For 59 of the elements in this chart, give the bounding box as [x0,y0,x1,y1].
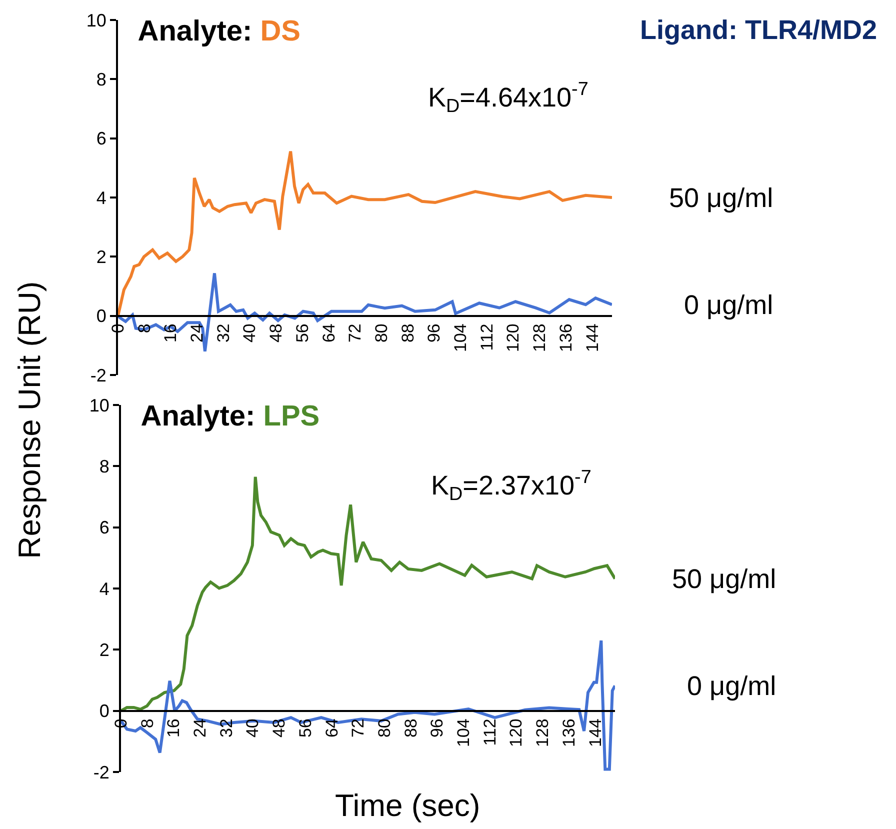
x-tick-label: 128 [533,718,552,748]
x-tick-label: 24 [190,718,210,738]
chart-title: Analyte: DS [138,15,301,48]
y-tick-label: 10 [89,395,110,416]
x-tick-label: 40 [243,718,262,738]
y-tick-label: 2 [96,246,106,267]
x-tick-label: 112 [480,718,500,746]
x-axis-title: Time (sec) [335,788,480,823]
x-tick-label: 136 [556,324,576,352]
text: Ligand: TLR4/MD2 [640,15,877,45]
x-tick-label: 56 [292,324,312,343]
text: K$_{D}$=4.64x10$^{-7}$ [428,79,588,118]
x-tick-label: 120 [504,324,523,352]
text: 0 μg/ml [684,290,774,320]
x-tick-label: 48 [266,324,286,343]
x-tick-label: 16 [164,718,184,738]
y-tick-label: 6 [99,518,110,538]
x-tick-label: 96 [424,324,444,343]
y-tick-label: 2 [99,640,110,660]
text: 50 μg/ml [669,183,774,213]
x-tick-label: 136 [559,718,578,748]
chart-title: Analyte: LPS [140,400,320,432]
x-tick-label: 72 [346,324,365,343]
x-tick-label: 56 [296,718,315,738]
x-tick-label: 8 [138,718,157,728]
y-tick-label: 8 [96,69,106,90]
x-tick-label: 32 [214,324,233,343]
y-tick-label: 4 [96,188,106,208]
text: 50 μg/ml [672,564,776,594]
y-axis-title: Response Unit (RU) [12,281,48,559]
x-tick-label: 72 [348,718,368,738]
x-tick-label: 88 [398,324,418,343]
x-tick-label: 24 [188,324,207,343]
x-tick-label: 144 [586,718,605,748]
x-tick-label: 144 [582,324,602,352]
text: K$_{D}$=2.37x10$^{-7}$ [431,467,592,506]
y-tick-label: -2 [93,762,110,782]
x-tick-label: 64 [319,324,338,343]
x-tick-label: 80 [374,718,394,738]
x-tick-label: 104 [454,718,474,748]
y-tick-label: 8 [99,456,110,476]
y-tick-label: -2 [90,365,106,386]
x-tick-label: 16 [161,324,180,343]
x-tick-label: 120 [506,718,526,748]
y-tick-label: 4 [99,578,110,599]
x-tick-label: 80 [372,324,391,343]
x-tick-label: 8 [134,324,154,334]
x-tick-label: 88 [401,718,420,738]
x-tick-label: 112 [477,324,496,351]
x-tick-label: 64 [322,718,342,738]
x-tick-label: 32 [216,718,236,738]
y-tick-label: 6 [96,128,106,149]
x-tick-label: 128 [530,324,550,352]
x-tick-label: 40 [240,324,260,343]
x-tick-label: 96 [428,718,447,738]
y-tick-label: 10 [86,10,106,30]
text: 0 μg/ml [687,671,776,701]
x-tick-label: 48 [270,718,289,738]
x-tick-label: 104 [451,324,470,352]
